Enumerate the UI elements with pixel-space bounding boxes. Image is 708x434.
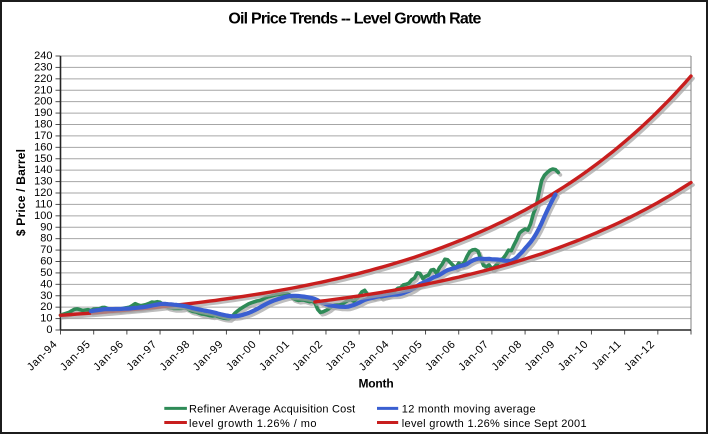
svg-text:100: 100: [34, 210, 52, 222]
svg-text:Refiner Average Acquisition Co: Refiner Average Acquisition Cost: [189, 404, 355, 416]
svg-text:210: 210: [34, 84, 52, 96]
svg-text:level growth 1.26% / mo: level growth 1.26% / mo: [189, 418, 317, 430]
svg-text:Oil Price Trends -- Level Grow: Oil Price Trends -- Level Growth Rate: [228, 11, 481, 28]
svg-text:90: 90: [40, 221, 52, 233]
svg-text:level growth 1.26% since Sept: level growth 1.26% since Sept 2001: [402, 418, 587, 430]
svg-text:60: 60: [40, 256, 52, 268]
svg-text:180: 180: [34, 119, 52, 131]
svg-text:Month: Month: [359, 377, 394, 391]
svg-text:170: 170: [34, 130, 52, 142]
svg-text:12 month moving average: 12 month moving average: [402, 404, 536, 416]
svg-text:30: 30: [40, 290, 52, 302]
svg-text:50: 50: [40, 267, 52, 279]
svg-text:160: 160: [34, 141, 52, 153]
svg-text:140: 140: [34, 164, 52, 176]
svg-text:40: 40: [40, 278, 52, 290]
svg-text:120: 120: [34, 187, 52, 199]
svg-text:190: 190: [34, 107, 52, 119]
svg-text:110: 110: [35, 198, 53, 210]
svg-text:240: 240: [34, 50, 52, 62]
svg-text:220: 220: [34, 73, 52, 85]
svg-text:10: 10: [40, 313, 52, 325]
svg-text:20: 20: [40, 301, 52, 313]
svg-text:80: 80: [40, 233, 52, 245]
svg-text:0: 0: [46, 324, 52, 336]
svg-text:70: 70: [40, 244, 52, 256]
svg-text:230: 230: [34, 61, 52, 73]
svg-text:$ Price / Barrel: $ Price / Barrel: [14, 149, 28, 236]
svg-text:150: 150: [34, 153, 52, 165]
svg-text:130: 130: [34, 176, 52, 188]
svg-text:200: 200: [34, 96, 52, 108]
